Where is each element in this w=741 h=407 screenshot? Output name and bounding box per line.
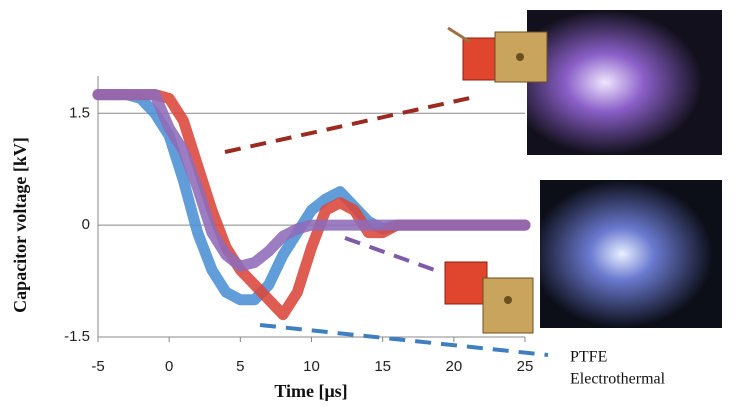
x-axis-label: Time [μs] [274, 381, 347, 401]
x-tick-label: 10 [303, 358, 320, 375]
pointer [225, 98, 470, 152]
y-tick-label: -1.5 [64, 328, 90, 345]
y-tick-label: 1.5 [69, 104, 90, 121]
device-icon [445, 262, 533, 333]
x-tick-label: -5 [91, 358, 104, 375]
pointer [345, 238, 440, 272]
x-tick-label: 25 [517, 358, 534, 375]
x-tick-label: 5 [236, 358, 244, 375]
y-tick-label: 0 [82, 216, 90, 233]
x-tick-label: 20 [445, 358, 462, 375]
chart: -1.5 0 1.5 -5 0 5 10 15 20 25 PTFE Electrothermal… [0, 0, 741, 407]
annotation: PTFE [570, 349, 607, 366]
photo [540, 180, 722, 328]
y-axis-label: Capacitor voltage [kV] [10, 137, 30, 313]
photo [527, 10, 722, 155]
annotation: Electrothermal [570, 371, 666, 388]
x-tick-label: 0 [165, 358, 173, 375]
device-icon [448, 28, 547, 82]
x-tick-label: 15 [374, 358, 391, 375]
